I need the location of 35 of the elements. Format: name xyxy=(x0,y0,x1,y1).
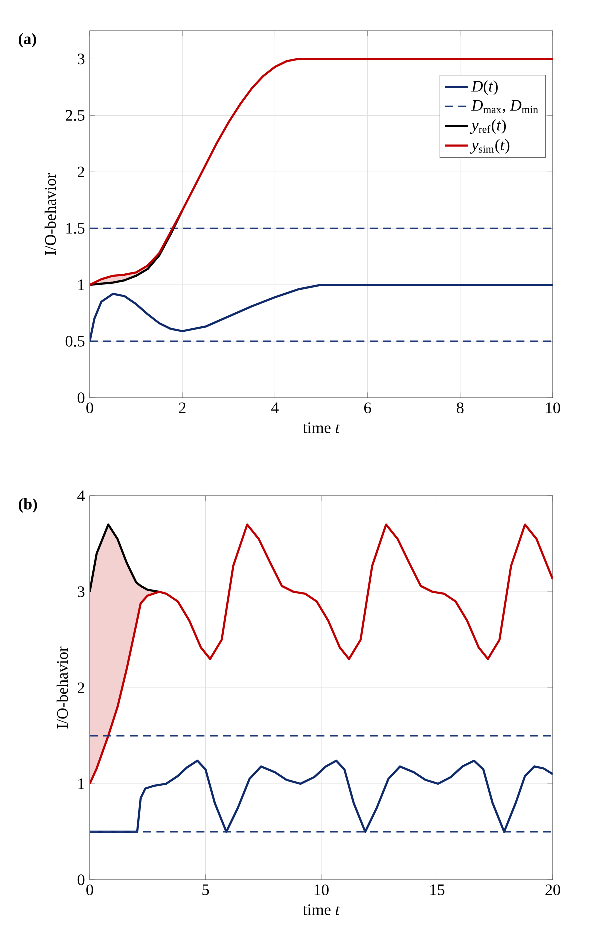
chart-title: (b) xyxy=(19,498,38,513)
x-tick-label: 6 xyxy=(364,402,372,414)
x-tick-label: 15 xyxy=(430,884,445,896)
y-tick-label: 0 xyxy=(78,874,85,886)
x-axis-title: time t xyxy=(303,904,340,916)
x-axis-title: time t xyxy=(303,422,340,434)
y-tick-label: 0 xyxy=(78,392,85,404)
x-tick-label: 10 xyxy=(546,402,560,414)
y-tick-label: 0.5 xyxy=(66,336,85,347)
line-series xyxy=(90,524,161,594)
x-tick-label: 0 xyxy=(86,884,94,896)
legend-label: y$_{ref}$(t) xyxy=(470,120,506,134)
y-tick-label: 3 xyxy=(78,586,85,598)
legend-label: y$_{sim}$(t) xyxy=(470,139,510,154)
y-tick-label: 1 xyxy=(78,778,84,790)
y-tick-label: 2 xyxy=(78,682,84,694)
y-axis-title: I/O-behavior xyxy=(44,173,56,256)
y-tick-label: 1.5 xyxy=(66,223,85,234)
y-tick-label: 3 xyxy=(78,54,85,65)
x-tick-label: 10 xyxy=(314,884,329,896)
line-series xyxy=(90,760,553,834)
x-tick-label: 20 xyxy=(546,884,560,896)
y-tick-label: 4 xyxy=(78,490,86,502)
y-tick-label: 1 xyxy=(78,280,84,290)
legend-label: D(t) xyxy=(472,80,498,96)
y-tick-label: 2.5 xyxy=(66,110,85,122)
x-tick-label: 0 xyxy=(86,402,94,414)
x-tick-label: 5 xyxy=(202,884,210,896)
x-tick-label: 8 xyxy=(457,402,464,414)
y-axis-title: I/O-behavior xyxy=(56,646,68,729)
legend-label: D$_{max}$, D$_{min}$ xyxy=(472,100,538,114)
chart-title: (a) xyxy=(19,33,36,48)
x-tick-label: 2 xyxy=(179,402,186,414)
y-tick-label: 2 xyxy=(78,166,84,178)
x-tick-label: 4 xyxy=(272,402,279,414)
